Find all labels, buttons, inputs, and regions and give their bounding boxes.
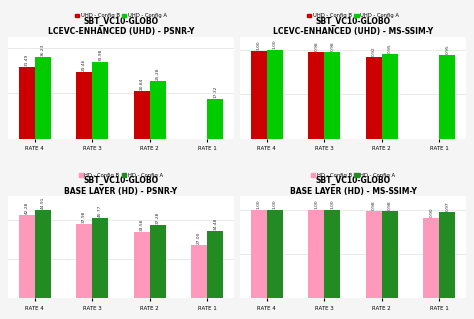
Bar bbox=[18, 215, 35, 298]
Text: 42.28: 42.28 bbox=[25, 202, 28, 214]
Text: 37.98: 37.98 bbox=[82, 211, 86, 223]
Text: 40.77: 40.77 bbox=[98, 205, 102, 217]
Title: SBT_VC10-GLOBO
BASE LAYER (HD) - PSNR-Y: SBT_VC10-GLOBO BASE LAYER (HD) - PSNR-Y bbox=[64, 176, 177, 196]
Bar bbox=[76, 72, 92, 138]
Text: 44.91: 44.91 bbox=[41, 197, 45, 209]
Bar bbox=[92, 62, 108, 138]
Bar bbox=[150, 225, 166, 298]
Text: 17.32: 17.32 bbox=[213, 86, 217, 99]
Bar bbox=[366, 211, 382, 298]
Title: SBT_VC10-GLOBO
BASE LAYER (HD) - MS-SSIM-Y: SBT_VC10-GLOBO BASE LAYER (HD) - MS-SSIM… bbox=[290, 176, 417, 196]
Text: 0.90: 0.90 bbox=[429, 208, 433, 217]
Bar bbox=[267, 50, 283, 138]
Bar bbox=[382, 211, 398, 298]
Bar bbox=[382, 54, 398, 138]
Bar bbox=[207, 231, 223, 298]
Text: 0.98: 0.98 bbox=[330, 42, 334, 51]
Bar bbox=[251, 51, 267, 138]
Bar bbox=[35, 57, 51, 138]
Text: 36.23: 36.23 bbox=[41, 43, 45, 56]
Text: 1.00: 1.00 bbox=[257, 199, 261, 209]
Bar bbox=[35, 210, 51, 298]
Text: 20.84: 20.84 bbox=[140, 78, 144, 91]
Title: SBT_VC10-GLOBO
LCEVC-ENHANCED (UHD) - MS-SSIM-Y: SBT_VC10-GLOBO LCEVC-ENHANCED (UHD) - MS… bbox=[273, 17, 433, 36]
Legend: UHD - Config B, UHD - Config A: UHD - Config B, UHD - Config A bbox=[305, 11, 401, 20]
Bar bbox=[308, 52, 324, 138]
Text: 33.98: 33.98 bbox=[98, 48, 102, 61]
Bar bbox=[251, 210, 267, 298]
Bar bbox=[92, 219, 108, 298]
Text: 1.00: 1.00 bbox=[273, 40, 277, 49]
Bar bbox=[150, 81, 166, 138]
Bar bbox=[439, 212, 456, 298]
Text: 0.95: 0.95 bbox=[388, 43, 392, 53]
Text: 1.00: 1.00 bbox=[314, 199, 318, 209]
Text: 0.97: 0.97 bbox=[446, 201, 449, 211]
Bar bbox=[134, 92, 150, 138]
Bar bbox=[134, 233, 150, 298]
Bar bbox=[267, 210, 283, 298]
Bar bbox=[207, 100, 223, 138]
Bar bbox=[423, 219, 439, 298]
Text: 33.58: 33.58 bbox=[140, 219, 144, 231]
Text: 25.28: 25.28 bbox=[156, 68, 160, 80]
Text: 1.00: 1.00 bbox=[273, 199, 277, 209]
Legend: UHD - Config B, UHD - Config A: UHD - Config B, UHD - Config A bbox=[73, 11, 169, 20]
Text: 0.98: 0.98 bbox=[372, 201, 376, 210]
Text: 0.92: 0.92 bbox=[372, 47, 376, 56]
Text: 0.98: 0.98 bbox=[314, 41, 318, 51]
Bar bbox=[76, 224, 92, 298]
Bar bbox=[366, 57, 382, 138]
Text: 0.98: 0.98 bbox=[388, 201, 392, 210]
Text: 31.49: 31.49 bbox=[25, 54, 28, 66]
Bar bbox=[308, 210, 324, 298]
Bar bbox=[18, 67, 35, 138]
Text: 1.00: 1.00 bbox=[330, 199, 334, 209]
Bar bbox=[324, 52, 340, 138]
Text: 34.48: 34.48 bbox=[213, 217, 217, 230]
Bar bbox=[439, 55, 456, 138]
Text: 0.95: 0.95 bbox=[446, 44, 449, 54]
Text: 37.28: 37.28 bbox=[156, 212, 160, 224]
Title: SBT_VC10-GLOBO
LCEVC-ENHANCED (UHD) - PSNR-Y: SBT_VC10-GLOBO LCEVC-ENHANCED (UHD) - PS… bbox=[48, 17, 194, 36]
Text: 29.46: 29.46 bbox=[82, 59, 86, 71]
Legend: HD - Config B, HD - Config A: HD - Config B, HD - Config A bbox=[77, 171, 165, 180]
Text: 27.00: 27.00 bbox=[197, 232, 201, 244]
Text: 1.00: 1.00 bbox=[257, 40, 261, 50]
Legend: HD - Config B, HD - Config A: HD - Config B, HD - Config A bbox=[309, 171, 397, 180]
Bar bbox=[191, 245, 207, 298]
Bar bbox=[324, 210, 340, 298]
